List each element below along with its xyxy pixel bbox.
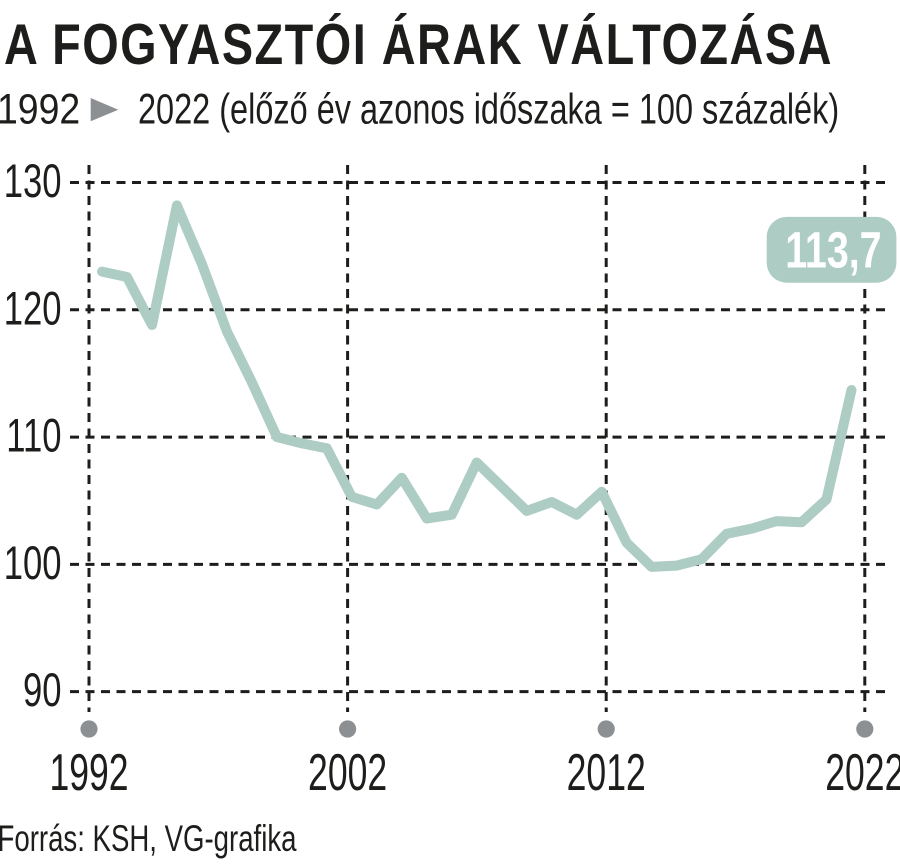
svg-text:A FOGYASZTÓI ÁRAK VÁLTOZÁSA: A FOGYASZTÓI ÁRAK VÁLTOZÁSA (4, 12, 833, 77)
svg-text:90: 90 (23, 663, 62, 717)
svg-text:2002: 2002 (308, 745, 387, 802)
svg-text:Forrás: KSH, VG-grafika: Forrás: KSH, VG-grafika (0, 818, 297, 859)
svg-text:1992: 1992 (49, 745, 128, 802)
svg-text:100: 100 (4, 535, 62, 589)
svg-text:2022: 2022 (825, 745, 900, 802)
svg-text:130: 130 (4, 154, 62, 208)
svg-text:110: 110 (6, 408, 61, 462)
svg-text:2022 (előző év azonos időszaka: 2022 (előző év azonos időszaka = 100 szá… (138, 86, 839, 133)
svg-text:113,7: 113,7 (785, 222, 881, 279)
svg-text:2012: 2012 (567, 745, 646, 802)
svg-text:120: 120 (4, 281, 62, 335)
svg-text:1992: 1992 (0, 87, 80, 134)
